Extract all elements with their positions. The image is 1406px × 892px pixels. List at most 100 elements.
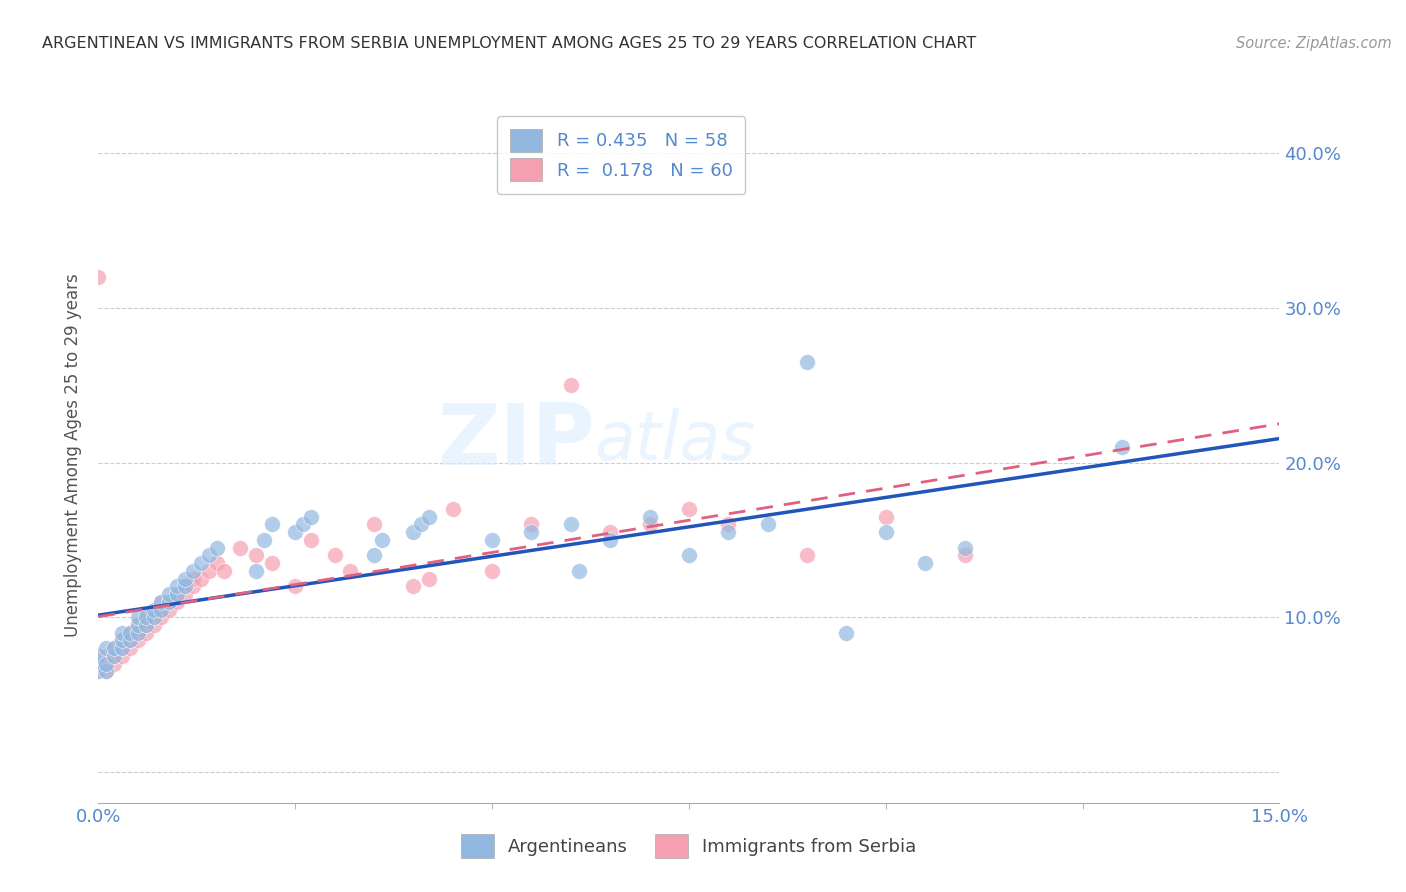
Point xyxy=(118,633,141,648)
Point xyxy=(717,517,740,532)
Point xyxy=(87,648,110,663)
Point xyxy=(96,657,118,671)
Point xyxy=(127,625,149,640)
Point xyxy=(111,641,134,656)
Point xyxy=(142,610,165,624)
Point xyxy=(260,556,283,570)
Point xyxy=(166,587,188,601)
Point xyxy=(253,533,276,547)
Point xyxy=(127,633,149,648)
Point xyxy=(568,564,591,578)
Point xyxy=(166,595,188,609)
Point xyxy=(205,541,228,555)
Point xyxy=(157,602,180,616)
Point xyxy=(135,610,157,624)
Point xyxy=(190,556,212,570)
Point xyxy=(638,517,661,532)
Point xyxy=(181,579,204,593)
Point xyxy=(339,564,361,578)
Point xyxy=(135,618,157,632)
Point xyxy=(135,618,157,632)
Point xyxy=(560,517,582,532)
Point xyxy=(103,648,125,663)
Point xyxy=(103,641,125,656)
Point xyxy=(560,378,582,392)
Point xyxy=(87,665,110,679)
Point xyxy=(402,525,425,540)
Point xyxy=(418,572,440,586)
Text: ZIP: ZIP xyxy=(437,400,595,483)
Point xyxy=(363,549,385,563)
Point xyxy=(118,625,141,640)
Point xyxy=(678,549,700,563)
Point xyxy=(87,648,110,663)
Point xyxy=(127,610,149,624)
Point xyxy=(520,525,543,540)
Point xyxy=(142,610,165,624)
Point xyxy=(142,602,165,616)
Text: atlas: atlas xyxy=(595,408,755,474)
Point xyxy=(174,572,197,586)
Point xyxy=(174,579,197,593)
Point xyxy=(96,665,118,679)
Point xyxy=(96,648,118,663)
Point xyxy=(1111,440,1133,454)
Point xyxy=(411,517,433,532)
Point xyxy=(181,572,204,586)
Point xyxy=(174,587,197,601)
Point xyxy=(245,564,267,578)
Point xyxy=(111,633,134,648)
Point xyxy=(190,572,212,586)
Point xyxy=(157,595,180,609)
Point xyxy=(111,641,134,656)
Point xyxy=(441,502,464,516)
Point xyxy=(299,509,322,524)
Y-axis label: Unemployment Among Ages 25 to 29 years: Unemployment Among Ages 25 to 29 years xyxy=(65,273,83,637)
Point xyxy=(103,648,125,663)
Point xyxy=(717,525,740,540)
Point xyxy=(127,625,149,640)
Point xyxy=(127,618,149,632)
Point xyxy=(135,610,157,624)
Point xyxy=(481,533,503,547)
Point xyxy=(599,525,621,540)
Point xyxy=(96,665,118,679)
Point xyxy=(299,533,322,547)
Point xyxy=(197,549,219,563)
Point xyxy=(150,602,173,616)
Point xyxy=(118,625,141,640)
Point xyxy=(638,509,661,524)
Point xyxy=(796,549,818,563)
Point xyxy=(323,549,346,563)
Point xyxy=(875,525,897,540)
Point xyxy=(796,355,818,369)
Text: ARGENTINEAN VS IMMIGRANTS FROM SERBIA UNEMPLOYMENT AMONG AGES 25 TO 29 YEARS COR: ARGENTINEAN VS IMMIGRANTS FROM SERBIA UN… xyxy=(42,36,976,51)
Point xyxy=(127,618,149,632)
Point xyxy=(756,517,779,532)
Point xyxy=(292,517,315,532)
Point xyxy=(135,625,157,640)
Point xyxy=(111,625,134,640)
Point xyxy=(111,648,134,663)
Legend: Argentineans, Immigrants from Serbia: Argentineans, Immigrants from Serbia xyxy=(449,822,929,871)
Point xyxy=(181,564,204,578)
Point xyxy=(150,602,173,616)
Point xyxy=(150,595,173,609)
Point xyxy=(157,595,180,609)
Point xyxy=(418,509,440,524)
Point xyxy=(118,641,141,656)
Point xyxy=(150,595,173,609)
Point xyxy=(914,556,936,570)
Text: Source: ZipAtlas.com: Source: ZipAtlas.com xyxy=(1236,36,1392,51)
Point xyxy=(214,564,236,578)
Point xyxy=(166,587,188,601)
Point xyxy=(103,641,125,656)
Point xyxy=(260,517,283,532)
Point xyxy=(953,549,976,563)
Point xyxy=(157,587,180,601)
Point xyxy=(371,533,394,547)
Point xyxy=(402,579,425,593)
Point xyxy=(520,517,543,532)
Point xyxy=(87,270,110,285)
Point xyxy=(875,509,897,524)
